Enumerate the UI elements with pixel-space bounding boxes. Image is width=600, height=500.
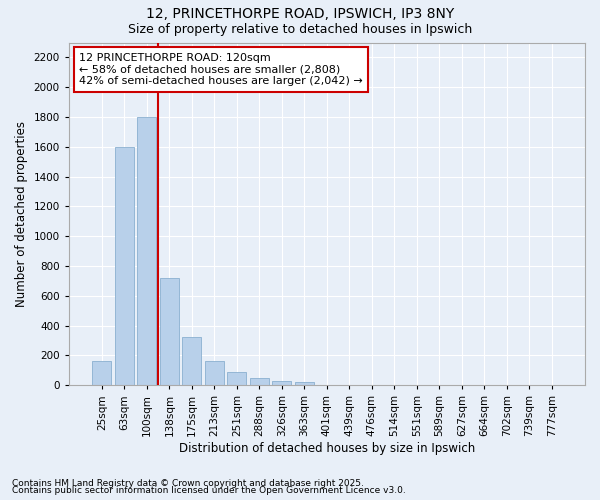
Bar	[137, 117, 157, 386]
Bar	[160, 278, 179, 386]
Text: Contains HM Land Registry data © Crown copyright and database right 2025.: Contains HM Land Registry data © Crown c…	[12, 478, 364, 488]
Bar	[205, 362, 224, 386]
Text: 12 PRINCETHORPE ROAD: 120sqm
← 58% of detached houses are smaller (2,808)
42% of: 12 PRINCETHORPE ROAD: 120sqm ← 58% of de…	[79, 53, 363, 86]
Bar	[227, 372, 247, 386]
Y-axis label: Number of detached properties: Number of detached properties	[15, 121, 28, 307]
Text: 12, PRINCETHORPE ROAD, IPSWICH, IP3 8NY: 12, PRINCETHORPE ROAD, IPSWICH, IP3 8NY	[146, 8, 454, 22]
X-axis label: Distribution of detached houses by size in Ipswich: Distribution of detached houses by size …	[179, 442, 475, 455]
Bar	[272, 381, 292, 386]
Bar	[295, 382, 314, 386]
Text: Size of property relative to detached houses in Ipswich: Size of property relative to detached ho…	[128, 22, 472, 36]
Text: Contains public sector information licensed under the Open Government Licence v3: Contains public sector information licen…	[12, 486, 406, 495]
Bar	[182, 337, 202, 386]
Bar	[115, 147, 134, 386]
Bar	[92, 362, 112, 386]
Bar	[250, 378, 269, 386]
